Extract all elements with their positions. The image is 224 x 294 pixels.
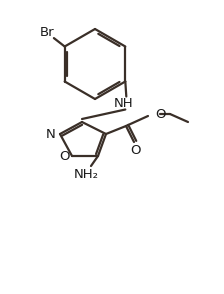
Text: O: O <box>59 150 69 163</box>
Text: NH: NH <box>114 97 133 110</box>
Text: O: O <box>131 143 141 156</box>
Text: O: O <box>155 108 166 121</box>
Text: NH₂: NH₂ <box>73 168 99 181</box>
Text: Br: Br <box>39 26 54 39</box>
Text: N: N <box>46 128 56 141</box>
